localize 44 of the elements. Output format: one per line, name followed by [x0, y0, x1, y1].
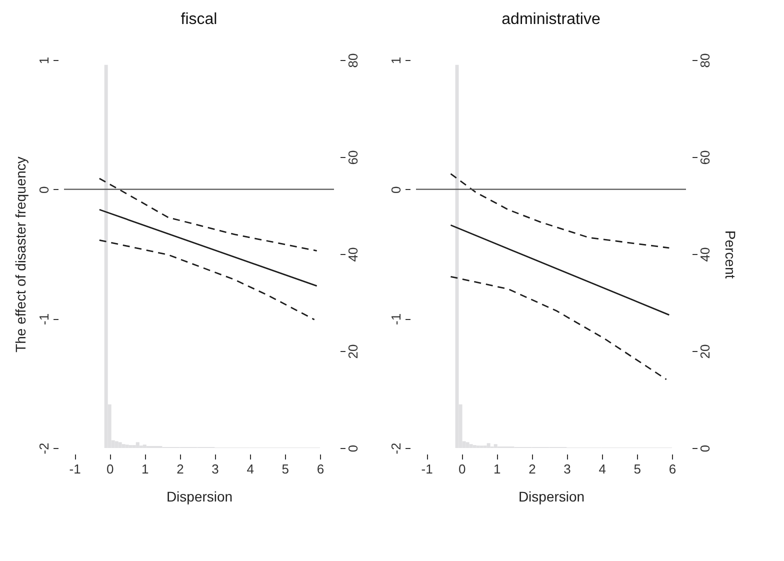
y-tick-label: 0 [36, 186, 52, 194]
x-tick-label: 5 [282, 462, 290, 476]
x-tick-label: 2 [176, 462, 184, 476]
line-series [98, 178, 318, 252]
y-tick-label: -1 [388, 313, 404, 325]
x-tick-label: 0 [458, 462, 466, 476]
y2-tick-label: 0 [346, 444, 360, 452]
y2-tick-label: 40 [698, 247, 712, 262]
line-series [98, 239, 316, 320]
y2-tick-label: 0 [698, 444, 712, 452]
y-tick-label: 0 [388, 186, 404, 194]
x-tick-label: 2 [528, 462, 536, 476]
chart-title: fiscal [180, 10, 218, 28]
line-series [450, 173, 670, 249]
x-tick-label: 3 [564, 462, 571, 476]
y2-axis-title: Percent [722, 230, 738, 279]
x-tick-label: 0 [106, 462, 114, 476]
y-tick-label: -1 [36, 313, 52, 325]
y-tick-label: 1 [36, 56, 52, 64]
x-tick-label: -1 [69, 462, 81, 476]
x-tick-label: -1 [421, 462, 433, 476]
y2-tick-label: 80 [346, 53, 360, 68]
y-tick-label: 1 [388, 56, 404, 64]
x-tick-label: 4 [246, 462, 254, 476]
y2-tick-label: 60 [698, 150, 712, 165]
y2-tick-label: 80 [698, 53, 712, 68]
y2-tick-label: 60 [346, 150, 360, 165]
x-axis-title: Dispersion [166, 488, 233, 504]
x-tick-label: 1 [494, 462, 501, 476]
x-tick-label: 5 [634, 462, 642, 476]
y2-tick-label: 40 [346, 247, 360, 262]
line-series [450, 276, 668, 380]
x-tick-label: 6 [668, 462, 676, 476]
x-tick-label: 1 [142, 462, 149, 476]
x-tick-label: 6 [316, 462, 324, 476]
x-axis-title: Dispersion [518, 488, 585, 504]
x-tick-label: 3 [212, 462, 219, 476]
y2-tick-label: 20 [346, 344, 360, 359]
y-tick-label: -2 [388, 442, 404, 454]
y2-tick-label: 20 [698, 344, 712, 359]
chart-title: administrative [502, 10, 600, 28]
y-tick-label: -2 [36, 442, 52, 454]
y-axis-title: The effect of disaster frequency [12, 156, 28, 352]
x-tick-label: 4 [598, 462, 606, 476]
